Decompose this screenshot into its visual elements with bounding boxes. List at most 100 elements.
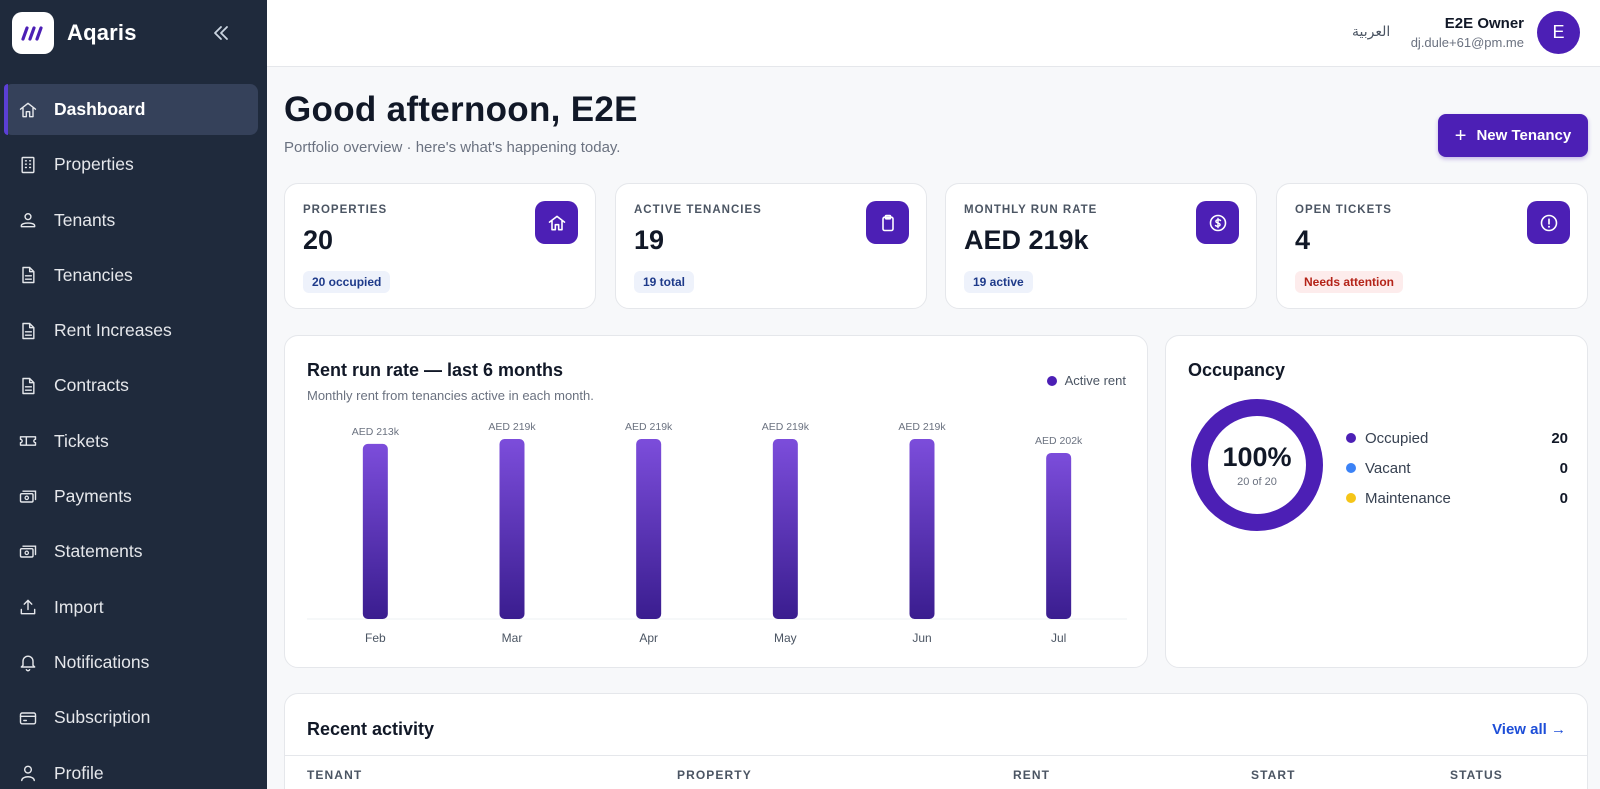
sidebar-item-tenancies[interactable]: Tenancies: [4, 250, 258, 301]
stat-value: 4: [1295, 225, 1311, 255]
page-subtitle: Portfolio overview · here's what's happe…: [284, 139, 621, 156]
user-info[interactable]: E2E Owner dj.dule+61@pm.me: [1411, 15, 1524, 50]
occupancy-row-value: 20: [1551, 429, 1568, 447]
stat-value: 20: [303, 225, 334, 255]
rent-chart-panel: AED 213k Feb AED 219k Mar AED 219k Apr AED 219…: [284, 335, 1148, 668]
sidebar-item-label: Payments: [54, 486, 132, 507]
stat-value: AED 219k: [964, 225, 1089, 255]
bar-value-label: AED 219k: [625, 421, 673, 433]
sidebar-item-tickets[interactable]: Tickets: [4, 416, 258, 467]
occupancy-row-maintenance: Maintenance 0: [1346, 483, 1568, 513]
avatar[interactable]: E: [1537, 11, 1580, 54]
sidebar: Aqaris Dashboard Properties Tenants Tenanci…: [0, 0, 267, 789]
double-chevron-left-icon: [214, 26, 228, 40]
column-header-tenant[interactable]: TENANT: [307, 768, 363, 782]
view-all-link[interactable]: View all →: [1492, 721, 1566, 738]
cash-icon: [18, 487, 38, 507]
collapse-sidebar-button[interactable]: [207, 19, 235, 47]
page-title: Good afternoon, E2E: [284, 90, 638, 129]
users-icon: [18, 210, 38, 230]
language-switch[interactable]: العربية: [1352, 23, 1391, 39]
occupancy-row-occupied: Occupied 20: [1346, 423, 1568, 453]
bar-value-label: AED 202k: [1035, 435, 1083, 447]
stat-badge: Needs attention: [1295, 271, 1404, 293]
stat-card-open-tickets[interactable]: OPEN TICKETS 4 Needs attention: [1276, 183, 1588, 309]
bar-mar[interactable]: [499, 439, 525, 619]
x-tick-label: Jul: [1051, 631, 1066, 645]
column-header-rent[interactable]: RENT: [1013, 768, 1051, 782]
rent-chart: AED 213k Feb AED 219k Mar AED 219k Apr AED 219…: [307, 421, 1127, 645]
stat-card-active-tenancies[interactable]: ACTIVE TENANCIES 19 19 total: [615, 183, 927, 309]
sidebar-item-label: Tenants: [54, 209, 116, 230]
occupancy-title: Occupancy: [1188, 360, 1286, 380]
home-icon: [535, 201, 578, 244]
sidebar-item-label: Properties: [54, 154, 134, 175]
stat-label: ACTIVE TENANCIES: [634, 204, 762, 216]
sidebar-item-label: Statements: [54, 541, 143, 562]
sidebar-item-label: Profile: [54, 762, 104, 783]
legend-dot: [1046, 375, 1057, 386]
brand-name: Aqaris: [67, 20, 137, 45]
bar-jul[interactable]: [1046, 452, 1072, 619]
recent-activity-panel: Recent activity View all → TENANT PROPER…: [284, 693, 1588, 789]
bar-value-label: AED 213k: [352, 426, 400, 438]
sidebar-item-contracts[interactable]: Contracts: [4, 360, 258, 411]
x-tick-label: Jun: [912, 631, 931, 645]
sidebar-item-profile[interactable]: Profile: [4, 748, 258, 789]
sidebar-item-rent-increases[interactable]: Rent Increases: [4, 305, 258, 356]
legend-dot: [1346, 433, 1356, 443]
occupancy-row-vacant: Vacant 0: [1346, 453, 1568, 483]
stat-badge: 19 total: [634, 271, 695, 293]
sidebar-item-label: Contracts: [54, 375, 129, 396]
bell-icon: [18, 652, 38, 672]
bar-feb[interactable]: [362, 443, 388, 619]
legend-label: Active rent: [1064, 373, 1126, 388]
dollar-icon: [1196, 201, 1239, 244]
stat-label: PROPERTIES: [303, 204, 388, 216]
sidebar-item-label: Tickets: [54, 430, 109, 451]
plus-icon: +: [1454, 124, 1467, 147]
sidebar-item-label: Dashboard: [54, 99, 146, 119]
document-icon: [18, 321, 38, 341]
user-email: dj.dule+61@pm.me: [1410, 35, 1524, 50]
sidebar-item-dashboard[interactable]: Dashboard: [4, 84, 258, 135]
sidebar-item-notifications[interactable]: Notifications: [4, 637, 258, 688]
x-tick-label: Mar: [502, 631, 523, 645]
stat-badge: 19 active: [964, 271, 1033, 293]
stat-label: MONTHLY RUN RATE: [964, 204, 1098, 216]
column-header-start[interactable]: START: [1251, 768, 1296, 782]
bar-apr[interactable]: [636, 439, 662, 619]
sidebar-item-statements[interactable]: Statements: [4, 526, 258, 577]
new-tenancy-button[interactable]: + New Tenancy: [1438, 114, 1588, 157]
column-header-property[interactable]: PROPERTY: [677, 768, 752, 782]
bar-jun[interactable]: [909, 439, 935, 619]
brand: Aqaris: [0, 0, 267, 66]
occupancy-row-label: Maintenance: [1365, 489, 1451, 507]
stat-card-properties[interactable]: PROPERTIES 20 20 occupied: [284, 183, 596, 309]
document-icon: [18, 265, 38, 285]
cash-icon: [18, 542, 38, 562]
legend-dot: [1346, 463, 1356, 473]
stat-label: OPEN TICKETS: [1295, 204, 1392, 216]
sidebar-item-subscription[interactable]: Subscription: [4, 692, 258, 743]
upload-icon: [18, 597, 38, 617]
sidebar-item-tenants[interactable]: Tenants: [4, 195, 258, 246]
sidebar-item-label: Tenancies: [54, 264, 133, 285]
stat-card-monthly-run-rate[interactable]: MONTHLY RUN RATE AED 219k 19 active: [945, 183, 1257, 309]
document-icon: [18, 376, 38, 396]
occupancy-legend: Occupied 20 Vacant 0 Maintenance 0: [1346, 423, 1568, 513]
bar-may[interactable]: [772, 439, 798, 619]
occupancy-row-label: Vacant: [1365, 459, 1411, 477]
sidebar-item-label: Rent Increases: [54, 320, 172, 341]
brand-logo-icon[interactable]: [12, 12, 54, 54]
sidebar-item-label: Notifications: [54, 651, 150, 672]
building-icon: [18, 155, 38, 175]
sidebar-item-payments[interactable]: Payments: [4, 471, 258, 522]
card-icon: [18, 708, 38, 728]
sidebar-item-properties[interactable]: Properties: [4, 139, 258, 190]
sidebar-item-import[interactable]: Import: [4, 582, 258, 633]
x-tick-label: Apr: [639, 631, 658, 645]
occupancy-panel: Occupancy 100% 20 of 20 Occupied 20 Vacant…: [1165, 335, 1588, 668]
ticket-icon: [18, 431, 38, 451]
column-header-status[interactable]: STATUS: [1450, 768, 1503, 782]
